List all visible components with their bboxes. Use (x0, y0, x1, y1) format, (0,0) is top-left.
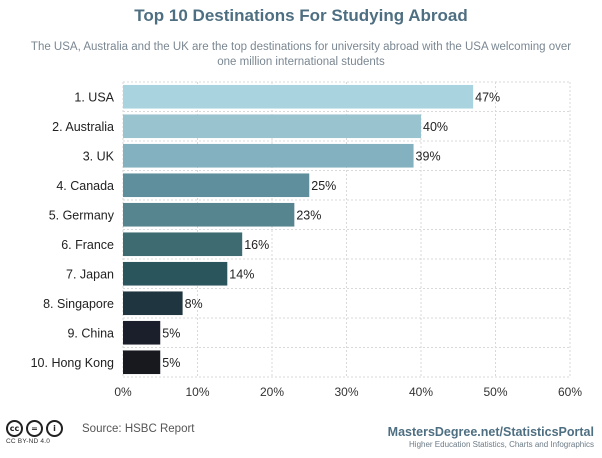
bar (123, 202, 295, 227)
value-label: 8% (185, 297, 203, 311)
bar (123, 350, 161, 375)
creative-commons-icon: cc (6, 420, 23, 437)
license-badge: cc = i CC BY-ND 4.0 (6, 420, 63, 445)
bar (123, 114, 421, 139)
category-label: 1. USA (74, 90, 114, 104)
category-label: 2. Australia (52, 120, 114, 134)
brand-tagline: Higher Education Statistics, Charts and … (409, 440, 594, 449)
bar (123, 291, 183, 316)
value-label: 5% (162, 326, 180, 340)
value-label: 16% (244, 238, 269, 252)
bar (123, 320, 161, 345)
license-label: CC BY-ND 4.0 (6, 438, 51, 445)
category-label: 3. UK (83, 149, 115, 163)
category-label: 9. China (67, 326, 114, 340)
value-label: 14% (229, 267, 254, 281)
bar (123, 173, 310, 198)
value-label: 25% (311, 179, 336, 193)
x-tick-label: 20% (260, 385, 284, 399)
category-label: 4. Canada (56, 179, 114, 193)
category-label: 8. Singapore (43, 297, 114, 311)
category-label: 5. Germany (49, 208, 115, 222)
bar (123, 143, 414, 168)
value-label: 39% (416, 149, 441, 163)
brand-name[interactable]: MastersDegree.net/StatisticsPortal (387, 425, 594, 439)
bar (123, 232, 243, 257)
category-label: 7. Japan (66, 267, 114, 281)
brand: MastersDegree.net/StatisticsPortal Highe… (388, 425, 594, 449)
category-label: 10. Hong Kong (31, 356, 114, 370)
bar (123, 84, 474, 109)
x-tick-label: 40% (409, 385, 433, 399)
chart-title: Top 10 Destinations For Studying Abroad (134, 6, 468, 25)
value-label: 40% (423, 120, 448, 134)
value-label: 23% (296, 208, 321, 222)
value-label: 5% (162, 356, 180, 370)
category-label: 6. France (61, 238, 114, 252)
value-label: 47% (475, 90, 500, 104)
no-derivatives-icon: = (26, 420, 43, 437)
bar (123, 261, 228, 286)
x-tick-label: 60% (558, 385, 582, 399)
attribution-icon: i (46, 420, 63, 437)
source-note: Source: HSBC Report (82, 423, 195, 435)
x-tick-label: 10% (185, 385, 209, 399)
x-tick-label: 50% (483, 385, 507, 399)
x-tick-label: 0% (114, 385, 132, 399)
chart-subtitle: The USA, Australia and the UK are the to… (30, 41, 572, 68)
x-tick-label: 30% (334, 385, 358, 399)
